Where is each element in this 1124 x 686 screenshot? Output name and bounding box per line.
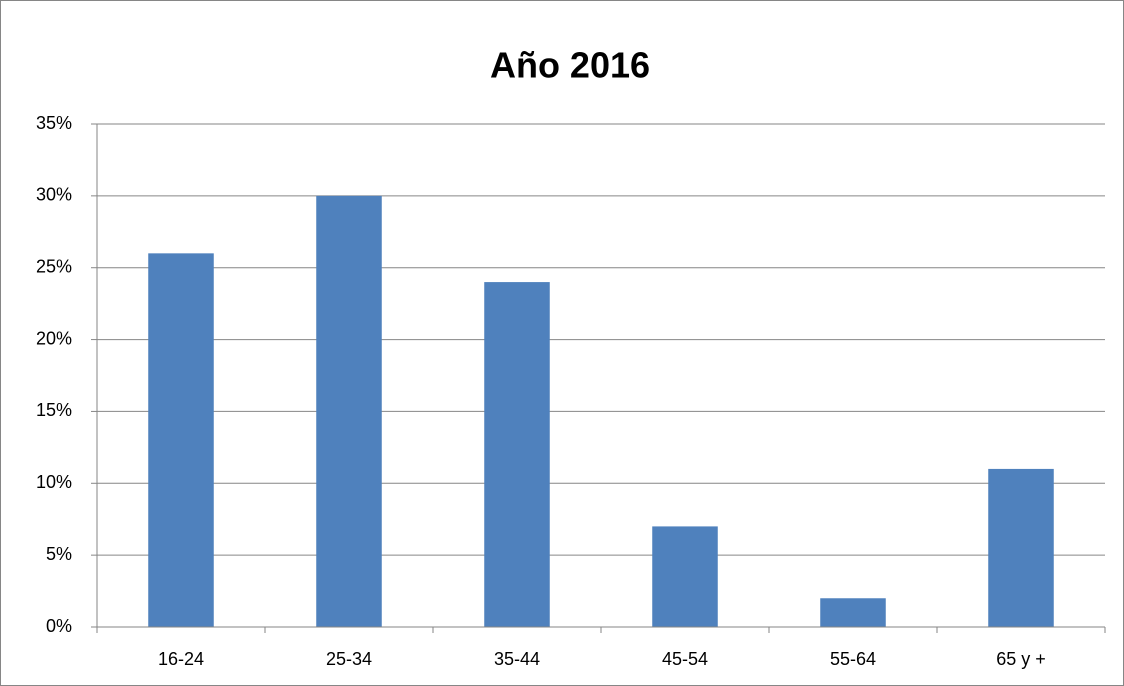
y-tick-label: 5%: [46, 544, 72, 564]
y-tick-label: 20%: [36, 328, 72, 348]
bar: [484, 282, 550, 627]
y-tick-label: 15%: [36, 400, 72, 420]
bar: [820, 598, 886, 627]
x-tick-label: 25-34: [326, 649, 372, 669]
y-tick-label: 25%: [36, 256, 72, 276]
x-tick-label: 45-54: [662, 649, 708, 669]
x-tick-label: 55-64: [830, 649, 876, 669]
y-tick-label: 0%: [46, 616, 72, 636]
x-tick-label: 35-44: [494, 649, 540, 669]
bar: [652, 526, 718, 627]
bar: [988, 468, 1054, 627]
x-tick-label: 16-24: [158, 649, 204, 669]
chart-title: Año 2016: [490, 45, 650, 86]
y-tick-label: 35%: [36, 113, 72, 133]
bar: [316, 195, 382, 627]
bar: [148, 253, 214, 628]
y-tick-label: 30%: [36, 185, 72, 205]
y-tick-label: 10%: [36, 472, 72, 492]
x-tick-label: 65 y +: [996, 649, 1046, 669]
